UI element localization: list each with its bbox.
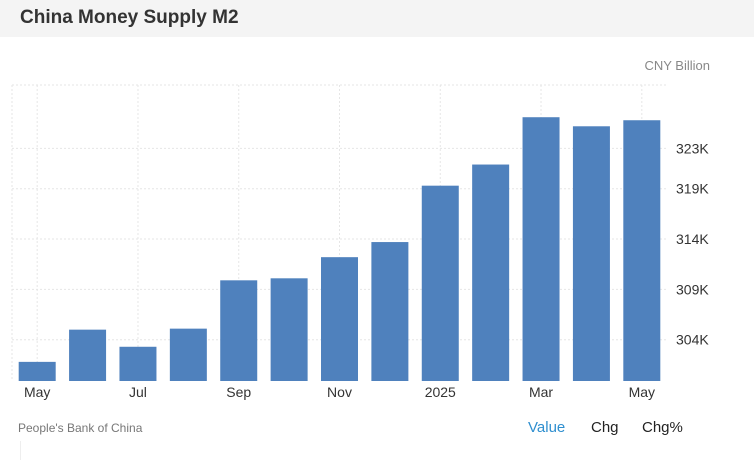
- y-tick-label: 314K: [676, 231, 709, 247]
- divider: [20, 441, 21, 460]
- bar[interactable]: [572, 126, 610, 382]
- bar[interactable]: [522, 117, 560, 382]
- bar[interactable]: [119, 346, 157, 381]
- bar[interactable]: [169, 328, 207, 381]
- x-tick-label: May: [24, 384, 50, 400]
- bar[interactable]: [220, 280, 258, 381]
- tab-chg[interactable]: Chg: [591, 419, 619, 436]
- x-tick-label: 2025: [425, 384, 456, 400]
- bar-chart: 304K 309K 314K 319K 323K May Jul Sep Nov 2025 Mar…: [11, 84, 709, 400]
- bar[interactable]: [472, 164, 510, 381]
- bar[interactable]: [69, 329, 107, 381]
- chart-title: China Money Supply M2: [20, 7, 239, 28]
- y-tick-label: 319K: [676, 181, 709, 197]
- x-tick-label: Mar: [529, 384, 553, 400]
- y-tick-label: 309K: [676, 281, 709, 297]
- unit-label: CNY Billion: [644, 58, 710, 73]
- bar[interactable]: [421, 185, 459, 381]
- y-tick-label: 323K: [676, 140, 709, 156]
- chart-header: China Money Supply M2: [0, 0, 754, 37]
- bar[interactable]: [623, 120, 661, 381]
- y-axis-ticks: 304K 309K 314K 319K 323K: [676, 140, 709, 347]
- y-tick-label: 304K: [676, 332, 709, 348]
- tab-chg-percent[interactable]: Chg%: [642, 419, 683, 436]
- x-tick-label: Nov: [327, 384, 352, 400]
- bar[interactable]: [18, 361, 56, 381]
- tab-value[interactable]: Value: [528, 419, 566, 436]
- bar[interactable]: [321, 257, 358, 381]
- bar[interactable]: [270, 278, 308, 381]
- x-tick-label: Jul: [129, 384, 147, 400]
- x-tick-label: May: [629, 384, 655, 400]
- x-axis-ticks: May Jul Sep Nov 2025 Mar May: [24, 384, 655, 400]
- bars: [18, 117, 661, 382]
- x-tick-label: Sep: [226, 384, 251, 400]
- bar[interactable]: [371, 242, 409, 381]
- source-label: People's Bank of China: [18, 421, 143, 435]
- view-tabs: Value Chg Chg%: [0, 419, 754, 439]
